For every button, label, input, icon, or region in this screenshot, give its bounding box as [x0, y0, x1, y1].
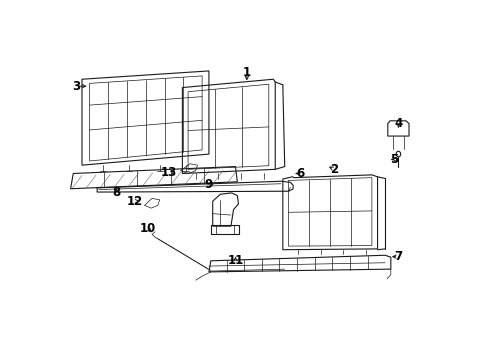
Text: 6: 6	[295, 167, 304, 180]
Text: 8: 8	[112, 186, 120, 199]
Text: 5: 5	[390, 153, 398, 166]
Text: 3: 3	[72, 80, 80, 93]
Text: 7: 7	[393, 250, 402, 263]
Text: 9: 9	[204, 178, 213, 191]
Text: 10: 10	[140, 222, 156, 235]
Text: 11: 11	[227, 254, 243, 267]
Text: 12: 12	[127, 195, 143, 208]
Text: 13: 13	[161, 166, 177, 179]
Text: 2: 2	[329, 163, 337, 176]
Text: 4: 4	[393, 117, 402, 130]
Ellipse shape	[395, 151, 400, 157]
Text: 1: 1	[242, 66, 250, 79]
